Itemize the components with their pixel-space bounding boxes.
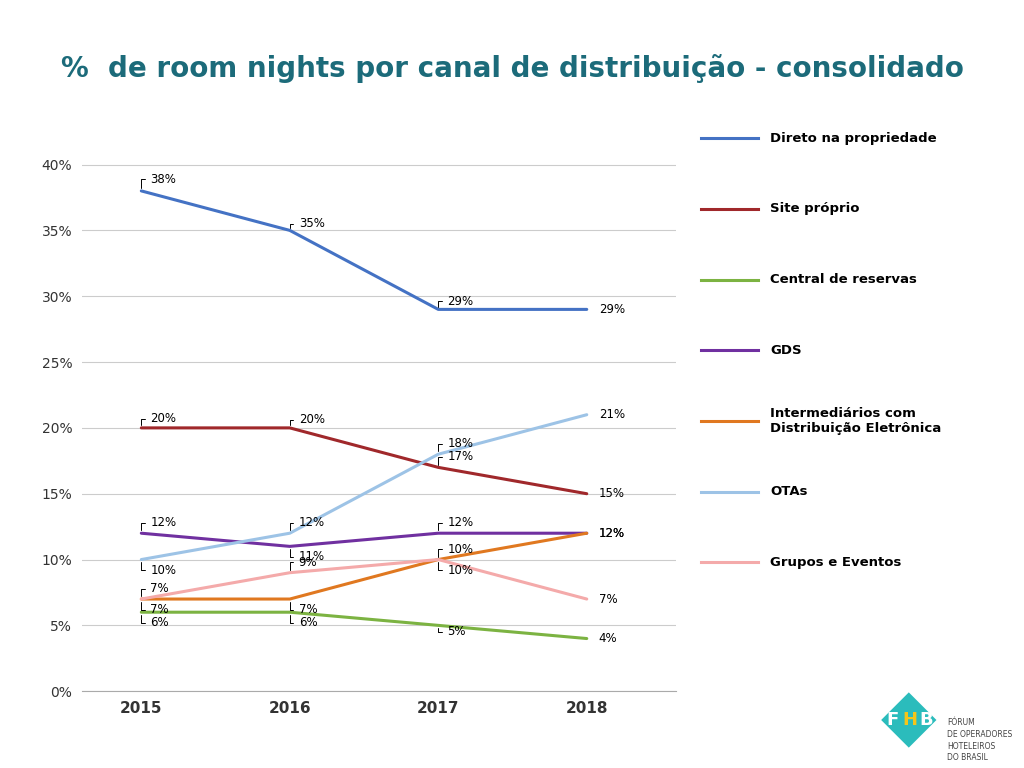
Text: 38%: 38% bbox=[141, 173, 176, 188]
Text: 7%: 7% bbox=[141, 602, 169, 616]
Text: GDS: GDS bbox=[770, 344, 802, 356]
Text: FÓRUM
DE OPERADORES
HOTELEIROS
DO BRASIL: FÓRUM DE OPERADORES HOTELEIROS DO BRASIL bbox=[947, 718, 1013, 763]
Text: 9%: 9% bbox=[290, 556, 317, 570]
Text: Site próprio: Site próprio bbox=[770, 203, 859, 215]
Text: 6%: 6% bbox=[141, 615, 169, 629]
Text: 7%: 7% bbox=[141, 582, 169, 596]
Text: 20%: 20% bbox=[290, 413, 325, 426]
Text: 7%: 7% bbox=[599, 593, 617, 605]
Text: 7%: 7% bbox=[290, 602, 317, 616]
Text: F: F bbox=[887, 711, 899, 729]
Text: Direto na propriedade: Direto na propriedade bbox=[770, 132, 937, 144]
Text: 5%: 5% bbox=[438, 625, 466, 638]
Text: %  de room nights por canal de distribuição - consolidado: % de room nights por canal de distribuiç… bbox=[61, 54, 965, 83]
Polygon shape bbox=[881, 693, 936, 748]
Text: Grupos e Eventos: Grupos e Eventos bbox=[770, 556, 901, 568]
Text: 10%: 10% bbox=[438, 542, 473, 557]
Text: 10%: 10% bbox=[438, 562, 473, 577]
Text: 12%: 12% bbox=[438, 516, 473, 531]
Text: 12%: 12% bbox=[599, 527, 625, 540]
Text: 6%: 6% bbox=[290, 615, 317, 629]
Text: 35%: 35% bbox=[290, 217, 325, 230]
Text: Central de reservas: Central de reservas bbox=[770, 273, 916, 286]
Text: 10%: 10% bbox=[141, 562, 176, 577]
Text: OTAs: OTAs bbox=[770, 485, 808, 498]
Text: 4%: 4% bbox=[599, 632, 617, 645]
Text: B: B bbox=[920, 711, 933, 729]
Text: Intermediários com
Distribuição Eletrônica: Intermediários com Distribuição Eletrôni… bbox=[770, 407, 941, 435]
Text: 29%: 29% bbox=[599, 303, 625, 316]
Text: 11%: 11% bbox=[290, 549, 325, 564]
Text: 29%: 29% bbox=[438, 295, 473, 308]
Text: 17%: 17% bbox=[438, 450, 473, 465]
Text: H: H bbox=[902, 711, 918, 729]
Text: 18%: 18% bbox=[438, 437, 473, 452]
Text: 12%: 12% bbox=[599, 527, 625, 540]
Text: 21%: 21% bbox=[599, 409, 625, 421]
Text: 15%: 15% bbox=[599, 487, 625, 500]
Text: 12%: 12% bbox=[290, 516, 325, 531]
Text: 20%: 20% bbox=[141, 412, 176, 425]
Text: 12%: 12% bbox=[141, 516, 176, 531]
